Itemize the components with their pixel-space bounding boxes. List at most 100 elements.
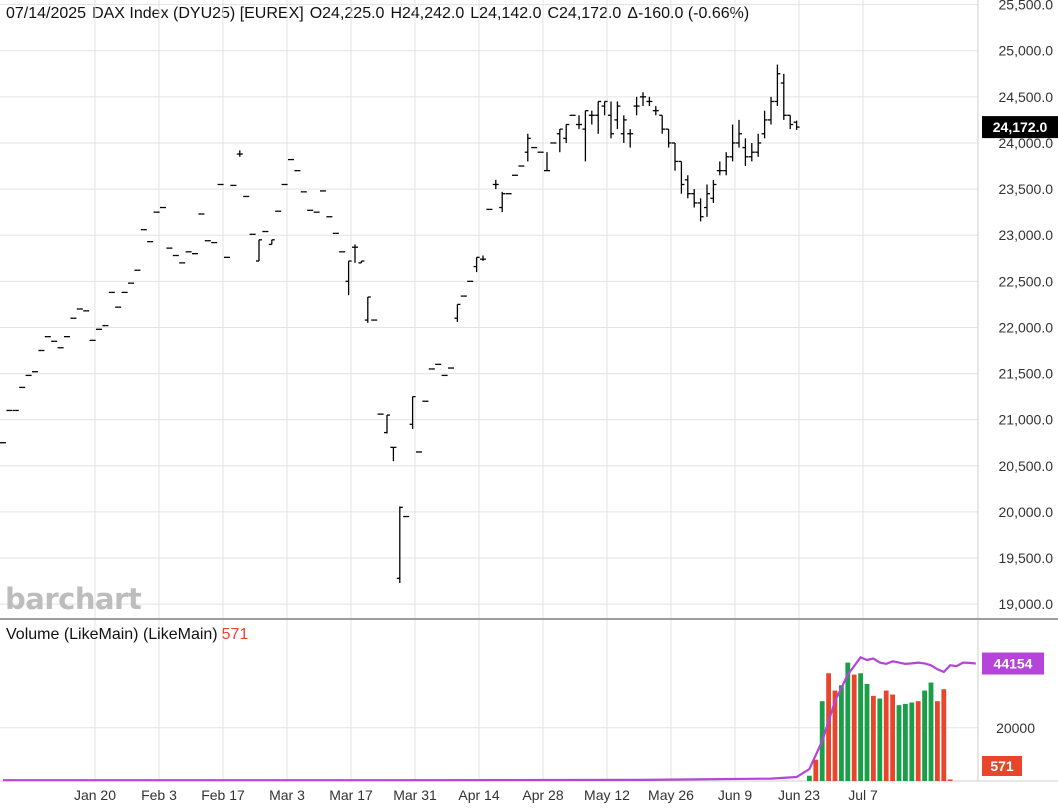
- volume-bar: [935, 701, 940, 781]
- header-change: Δ-160.0 (-0.66%): [627, 5, 750, 22]
- ohlc-bar: [556, 128, 563, 153]
- ohlc-bar: [633, 96, 640, 116]
- ohlc-bar: [601, 100, 608, 116]
- header-symbol: DAX Index (DYU25) [EUREX]: [92, 5, 304, 22]
- price-axis-tick-label: 22,500.0: [999, 273, 1054, 289]
- time-axis-tick-label: Mar 17: [329, 787, 373, 803]
- volume-bar: [807, 775, 812, 781]
- ohlc-bar: [576, 115, 582, 130]
- volume-bar: [832, 690, 838, 781]
- volume-bar: [922, 690, 927, 781]
- time-axis-tick-label: Feb 3: [141, 787, 177, 803]
- ohlc-bar: [672, 142, 678, 171]
- volume-title-text: Volume (LikeMain) (LikeMain): [6, 626, 218, 643]
- ohlc-bar: [774, 64, 781, 107]
- volume-bar: [871, 695, 876, 781]
- ohlc-bar: [236, 150, 243, 157]
- header-close: C24,172.0: [547, 5, 622, 22]
- ohlc-bar: [780, 73, 787, 120]
- ohlc-bar: [614, 101, 621, 130]
- ohlc-bar: [768, 96, 774, 125]
- price-axis-tick-label: 22,000.0: [999, 319, 1054, 335]
- ohlc-bar: [454, 303, 461, 322]
- ohlc-bar: [761, 110, 768, 139]
- time-axis-tick-label: May 26: [648, 787, 694, 803]
- header-date: 07/14/2025: [6, 5, 87, 22]
- volume-ma-line: [3, 655, 976, 782]
- last-price-tag: [982, 116, 1058, 139]
- price-axis-tick-label: 23,000.0: [999, 227, 1054, 243]
- ohlc-bar: [524, 133, 531, 162]
- ohlc-bar: [684, 175, 691, 199]
- ohlc-bar: [665, 128, 672, 148]
- volume-bar: [909, 702, 915, 781]
- last-price-label: 24,172.0: [993, 119, 1048, 135]
- ohlc-bar: [608, 101, 614, 139]
- price-axis-tick-label: 24,500.0: [999, 89, 1054, 105]
- price-axis-tick-label: 19,500.0: [999, 550, 1054, 566]
- ohlc-bar: [691, 189, 698, 208]
- price-axis-tick-label: 21,000.0: [999, 412, 1054, 428]
- ohlc-bar: [736, 119, 742, 148]
- time-axis-tick-label: Jan 20: [74, 787, 116, 803]
- ma-value-label: 44154: [994, 656, 1033, 672]
- volume-last-value: 571: [221, 626, 249, 643]
- ohlc-bar: [710, 179, 717, 203]
- ohlc-bar: [563, 123, 570, 143]
- volume-bar: [864, 683, 870, 781]
- ohlc-bar: [588, 110, 595, 125]
- ohlc-bar: [646, 96, 653, 107]
- barchart-logo: barchart: [5, 582, 142, 616]
- ohlc-bar: [492, 179, 499, 190]
- volume-bar: [928, 682, 934, 781]
- ohlc-bar: [352, 244, 358, 263]
- header-high: H24,242.0: [390, 5, 465, 22]
- ohlc-bar: [364, 296, 371, 323]
- volume-panel-title: Volume (LikeMain) (LikeMain) 571: [6, 626, 248, 644]
- ohlc-bar: [652, 106, 659, 116]
- time-axis-tick-label: Jun 23: [778, 787, 820, 803]
- ohlc-bar: [582, 110, 589, 162]
- volume-bar: [883, 690, 889, 781]
- price-axis-tick-label: 20,500.0: [999, 458, 1054, 474]
- ohlc-bar: [793, 120, 800, 130]
- time-axis-tick-label: Apr 14: [458, 787, 499, 803]
- price-axis-tick-label: 24,000.0: [999, 135, 1054, 151]
- volume-bar: [877, 698, 883, 781]
- volume-bar: [915, 701, 921, 781]
- time-axis-tick-label: Apr 28: [522, 787, 563, 803]
- ma-value-tag: [982, 652, 1044, 675]
- volume-bar: [947, 779, 953, 781]
- volume-bar: [858, 673, 863, 781]
- volume-bar: [890, 694, 895, 781]
- ohlc-bar: [358, 260, 365, 264]
- ohlc-bar: [499, 191, 506, 213]
- volume-bar: [845, 662, 851, 781]
- price-axis-tick-label: 19,000.0: [999, 596, 1054, 612]
- ohlc-bar: [268, 239, 275, 246]
- volume-bar: [839, 685, 844, 781]
- volume-bar: [896, 705, 902, 781]
- ohlc-bar: [748, 142, 755, 162]
- chart-header: 07/14/2025 DAX Index (DYU25) [EUREX] O24,2…: [6, 5, 755, 23]
- ohlc-bar: [716, 161, 723, 176]
- time-axis-tick-label: Mar 3: [269, 787, 305, 803]
- ohlc-bar: [409, 395, 416, 429]
- ohlc-bar: [620, 115, 627, 143]
- ohlc-bar: [256, 239, 262, 262]
- ohlc-bar: [396, 506, 403, 583]
- ohlc-bar: [729, 124, 736, 162]
- ohlc-bar: [480, 255, 486, 262]
- ohlc-bar: [704, 184, 710, 217]
- price-axis-tick-label: 25,000.0: [999, 43, 1054, 59]
- price-axis-tick-label: 25,500.0: [999, 0, 1054, 13]
- ohlc-bar: [390, 446, 397, 462]
- ohlc-bar: [742, 138, 749, 167]
- time-axis-tick-label: Jul 7: [848, 787, 878, 803]
- last-volume-label: 571: [990, 758, 1014, 774]
- price-axis-tick-label: 21,500.0: [999, 366, 1054, 382]
- volume-bar: [851, 674, 857, 781]
- header-open: O24,225.0: [309, 5, 385, 22]
